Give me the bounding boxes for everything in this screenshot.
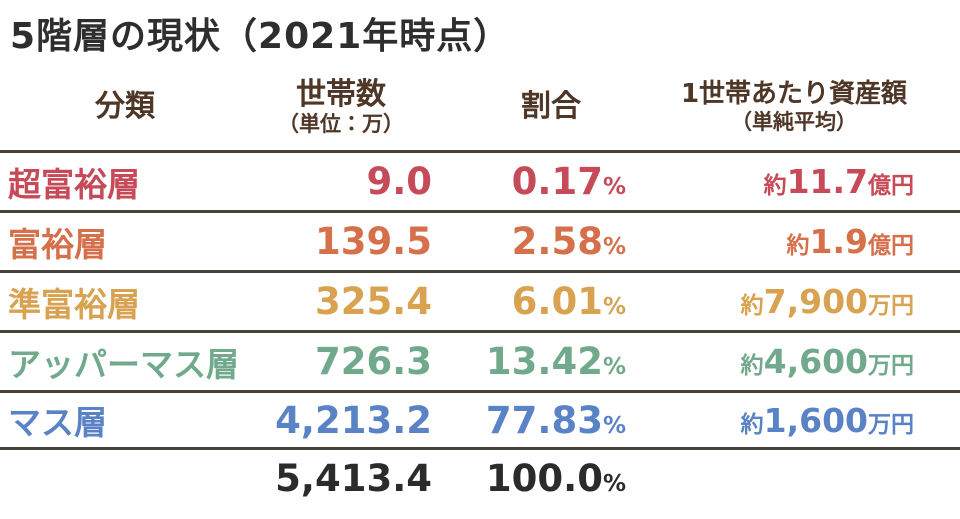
ratio-number: 6.01 bbox=[511, 280, 603, 323]
asset-prefix: 約 bbox=[740, 293, 764, 319]
asset-number: 7,900 bbox=[763, 282, 868, 321]
households-value: 139.5 bbox=[314, 220, 432, 263]
asset-number: 11.7 bbox=[786, 162, 868, 201]
ratio-value: 77.83% bbox=[432, 399, 628, 442]
asset-number: 4,600 bbox=[763, 342, 868, 381]
asset-unit: 万円 bbox=[868, 353, 914, 379]
total-ratio-value: 100.0% bbox=[432, 457, 628, 500]
ratio-number: 100.0 bbox=[485, 457, 603, 500]
tier-label: 富裕層 bbox=[8, 224, 107, 264]
table-row-semi-wealthy: 準富裕層 325.4 6.01% 約7,900万円 bbox=[0, 273, 960, 333]
table-row-upper-mass: アッパーマス層 726.3 13.42% 約4,600万円 bbox=[0, 333, 960, 393]
asset-value: 約1,600万円 bbox=[628, 401, 960, 440]
percent-sign: % bbox=[602, 234, 626, 260]
asset-prefix: 約 bbox=[763, 173, 787, 199]
asset-unit: 億円 bbox=[868, 173, 914, 199]
page-title: 5階層の現状（2021年時点） bbox=[10, 16, 511, 57]
tier-label: アッパーマス層 bbox=[8, 344, 239, 384]
header-asset-label: 1世帯あたり資産額 bbox=[680, 79, 908, 110]
households-value: 726.3 bbox=[314, 340, 432, 383]
header-category-label: 分類 bbox=[95, 89, 155, 125]
asset-prefix: 約 bbox=[740, 411, 764, 438]
tier-label: 超富裕層 bbox=[8, 164, 140, 204]
ratio-value: 0.17% bbox=[432, 160, 628, 203]
households-value: 9.0 bbox=[366, 160, 432, 203]
header-households-label: 世帯数 bbox=[296, 77, 386, 113]
ratio-value: 13.42% bbox=[432, 340, 628, 383]
header-ratio-label: 割合 bbox=[521, 89, 581, 125]
table-total-row: 5,413.4 100.0% bbox=[0, 450, 960, 507]
asset-unit: 億円 bbox=[868, 233, 914, 259]
asset-prefix: 約 bbox=[740, 353, 764, 379]
header-category: 分類 bbox=[0, 91, 250, 123]
tier-label: マス層 bbox=[8, 403, 107, 442]
table-row-mass: マス層 4,213.2 77.83% 約1,600万円 bbox=[0, 393, 960, 450]
ratio-value: 2.58% bbox=[432, 220, 628, 263]
percent-sign: % bbox=[602, 294, 626, 320]
ratio-number: 77.83 bbox=[485, 398, 603, 442]
header-asset: 1世帯あたり資産額 （単純平均） bbox=[628, 79, 960, 134]
header-households: 世帯数 （単位：万） bbox=[250, 79, 432, 135]
header-ratio: 割合 bbox=[432, 91, 628, 123]
ratio-number: 13.42 bbox=[485, 340, 603, 383]
percent-sign: % bbox=[602, 354, 626, 380]
asset-value: 約11.7億円 bbox=[628, 162, 960, 201]
tier-label: 準富裕層 bbox=[8, 284, 140, 324]
households-value: 4,213.2 bbox=[275, 398, 432, 442]
asset-number: 1,600 bbox=[763, 400, 868, 440]
table-row-ultra-wealthy: 超富裕層 9.0 0.17% 約11.7億円 bbox=[0, 153, 960, 213]
percent-sign: % bbox=[602, 174, 626, 200]
asset-number: 1.9 bbox=[809, 222, 868, 261]
asset-value: 約1.9億円 bbox=[628, 222, 960, 261]
total-households-value: 5,413.4 bbox=[275, 457, 432, 500]
households-value: 325.4 bbox=[314, 280, 432, 323]
ratio-value: 6.01% bbox=[432, 280, 628, 323]
percent-sign: % bbox=[602, 471, 626, 497]
ratio-number: 0.17 bbox=[511, 160, 603, 203]
table-header-row: 分類 世帯数 （単位：万） 割合 1世帯あたり資産額 （単純平均） bbox=[0, 64, 960, 153]
header-asset-note: （単純平均） bbox=[731, 109, 857, 134]
header-households-unit: （単位：万） bbox=[278, 111, 404, 136]
asset-value: 約4,600万円 bbox=[628, 342, 960, 381]
asset-unit: 万円 bbox=[868, 293, 914, 319]
percent-sign: % bbox=[602, 412, 626, 439]
asset-unit: 万円 bbox=[868, 411, 914, 438]
table-row-wealthy: 富裕層 139.5 2.58% 約1.9億円 bbox=[0, 213, 960, 273]
asset-value: 約7,900万円 bbox=[628, 282, 960, 321]
ratio-number: 2.58 bbox=[511, 220, 603, 263]
asset-prefix: 約 bbox=[786, 233, 810, 259]
